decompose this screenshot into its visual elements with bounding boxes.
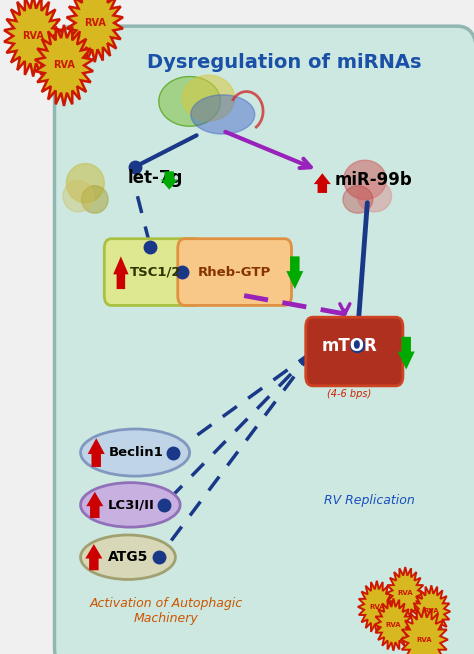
Text: RVA: RVA bbox=[398, 590, 413, 596]
Polygon shape bbox=[86, 492, 103, 518]
Text: Activation of Autophagic
Machinery: Activation of Autophagic Machinery bbox=[89, 598, 243, 625]
Ellipse shape bbox=[81, 535, 175, 579]
Polygon shape bbox=[66, 164, 104, 203]
Text: Beclin1: Beclin1 bbox=[109, 446, 164, 459]
Text: (4-6 bps): (4-6 bps) bbox=[328, 389, 372, 399]
Polygon shape bbox=[344, 160, 386, 199]
Polygon shape bbox=[82, 186, 108, 213]
Polygon shape bbox=[63, 181, 93, 212]
Polygon shape bbox=[182, 75, 235, 121]
Text: ATG5: ATG5 bbox=[108, 550, 148, 564]
Text: let-7g: let-7g bbox=[128, 169, 183, 187]
Polygon shape bbox=[191, 95, 255, 134]
Polygon shape bbox=[286, 256, 303, 289]
Polygon shape bbox=[314, 173, 331, 193]
Polygon shape bbox=[161, 171, 178, 190]
Polygon shape bbox=[35, 25, 93, 106]
Text: RVA: RVA bbox=[84, 18, 106, 28]
FancyBboxPatch shape bbox=[178, 239, 292, 305]
Polygon shape bbox=[357, 181, 392, 212]
Polygon shape bbox=[401, 607, 448, 654]
Polygon shape bbox=[88, 438, 105, 467]
Polygon shape bbox=[4, 0, 62, 77]
Polygon shape bbox=[374, 598, 412, 651]
Text: Rheb-GTP: Rheb-GTP bbox=[198, 266, 271, 279]
Polygon shape bbox=[398, 337, 415, 370]
Text: RVA: RVA bbox=[22, 31, 44, 41]
Polygon shape bbox=[386, 567, 424, 619]
Polygon shape bbox=[358, 581, 396, 633]
Text: LC3I/II: LC3I/II bbox=[108, 498, 155, 511]
Polygon shape bbox=[85, 544, 102, 570]
Polygon shape bbox=[159, 77, 220, 126]
Text: RV Replication: RV Replication bbox=[324, 494, 415, 507]
Polygon shape bbox=[113, 256, 128, 289]
Text: RVA: RVA bbox=[369, 604, 384, 610]
Text: miR-99b: miR-99b bbox=[334, 171, 412, 189]
Text: mTOR: mTOR bbox=[322, 337, 377, 355]
Text: TSC1/2: TSC1/2 bbox=[130, 266, 182, 279]
FancyBboxPatch shape bbox=[55, 26, 474, 654]
Polygon shape bbox=[67, 0, 123, 62]
Text: RVA: RVA bbox=[424, 608, 439, 615]
Text: Dysregulation of miRNAs: Dysregulation of miRNAs bbox=[147, 52, 422, 72]
Ellipse shape bbox=[81, 483, 180, 527]
FancyBboxPatch shape bbox=[104, 239, 201, 305]
Ellipse shape bbox=[81, 429, 190, 476]
Text: RVA: RVA bbox=[417, 636, 432, 643]
Polygon shape bbox=[412, 585, 450, 638]
Text: RVA: RVA bbox=[53, 60, 75, 71]
Polygon shape bbox=[343, 186, 373, 213]
FancyBboxPatch shape bbox=[306, 317, 403, 386]
Text: RVA: RVA bbox=[386, 621, 401, 628]
